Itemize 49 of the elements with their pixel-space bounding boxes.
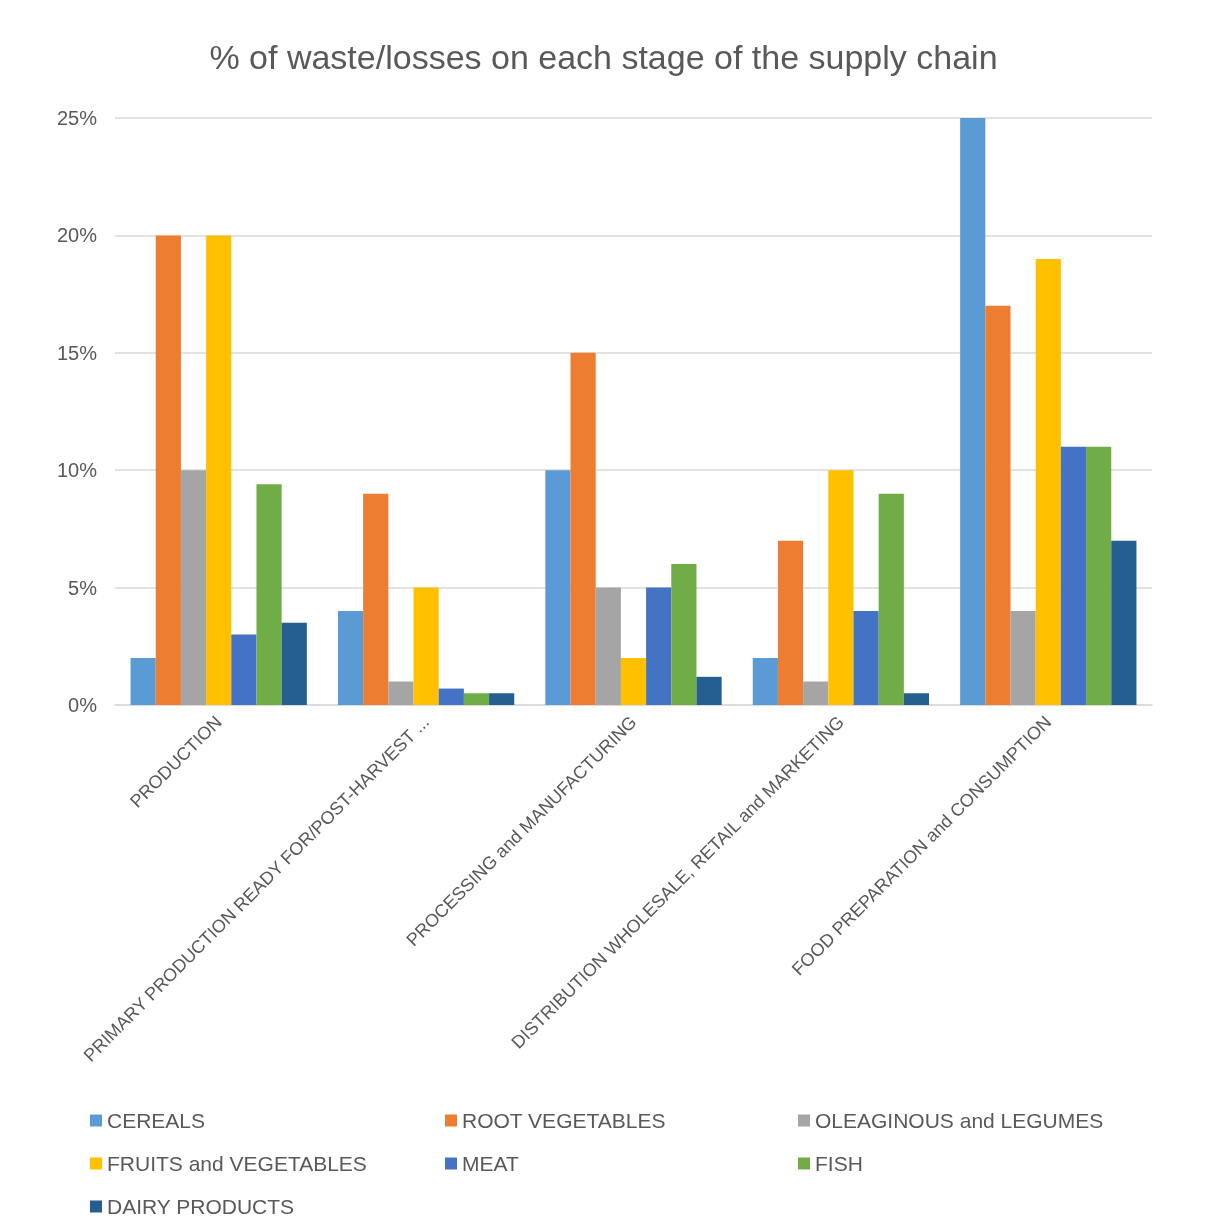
bar (985, 305, 1011, 705)
bar (256, 484, 282, 705)
bar (413, 587, 439, 705)
bar (752, 658, 778, 705)
bar (231, 634, 257, 705)
bar (388, 681, 414, 705)
bar (180, 470, 207, 705)
y-tick-label: 5% (68, 576, 98, 599)
legend-label: OLEAGINOUS and LEGUMES (815, 1109, 1104, 1132)
bar (960, 118, 986, 705)
legend-label: MEAT (462, 1152, 519, 1175)
y-tick-label: 0% (68, 694, 98, 716)
bar (803, 681, 829, 705)
bar (595, 587, 621, 705)
bar (878, 493, 904, 705)
bar (671, 564, 697, 705)
bar (463, 693, 490, 705)
bar (828, 470, 854, 705)
legend-label: DAIRY PRODUCTS (107, 1195, 295, 1218)
y-tick-label: 10% (56, 459, 98, 482)
bar (777, 540, 804, 705)
bar (1060, 446, 1087, 705)
bar (903, 693, 930, 705)
bar (570, 352, 596, 705)
bar (363, 493, 389, 705)
bar (1035, 258, 1061, 705)
y-tick-label: 20% (56, 224, 98, 247)
bar (620, 658, 647, 705)
bar (646, 587, 672, 705)
y-tick-label: 25% (56, 107, 98, 129)
bar (853, 611, 879, 705)
bar (1111, 540, 1137, 705)
bar (1086, 446, 1112, 705)
bar (545, 470, 571, 705)
bar (281, 622, 307, 705)
legend-label: FRUITS and VEGETABLES (107, 1152, 367, 1175)
bar (696, 676, 722, 705)
bar (438, 688, 464, 705)
bar (489, 693, 515, 705)
legend-label: ROOT VEGETABLES (462, 1109, 666, 1132)
bar (155, 235, 181, 705)
bar (206, 235, 232, 705)
legend-label: FISH (815, 1152, 863, 1175)
legend-label: CEREALS (107, 1109, 206, 1132)
bar (130, 658, 156, 705)
y-tick-label: 15% (56, 341, 98, 364)
bar (1010, 611, 1036, 705)
bar (337, 611, 364, 705)
chart-title: % of waste/losses on each stage of the supply chain (209, 38, 998, 76)
